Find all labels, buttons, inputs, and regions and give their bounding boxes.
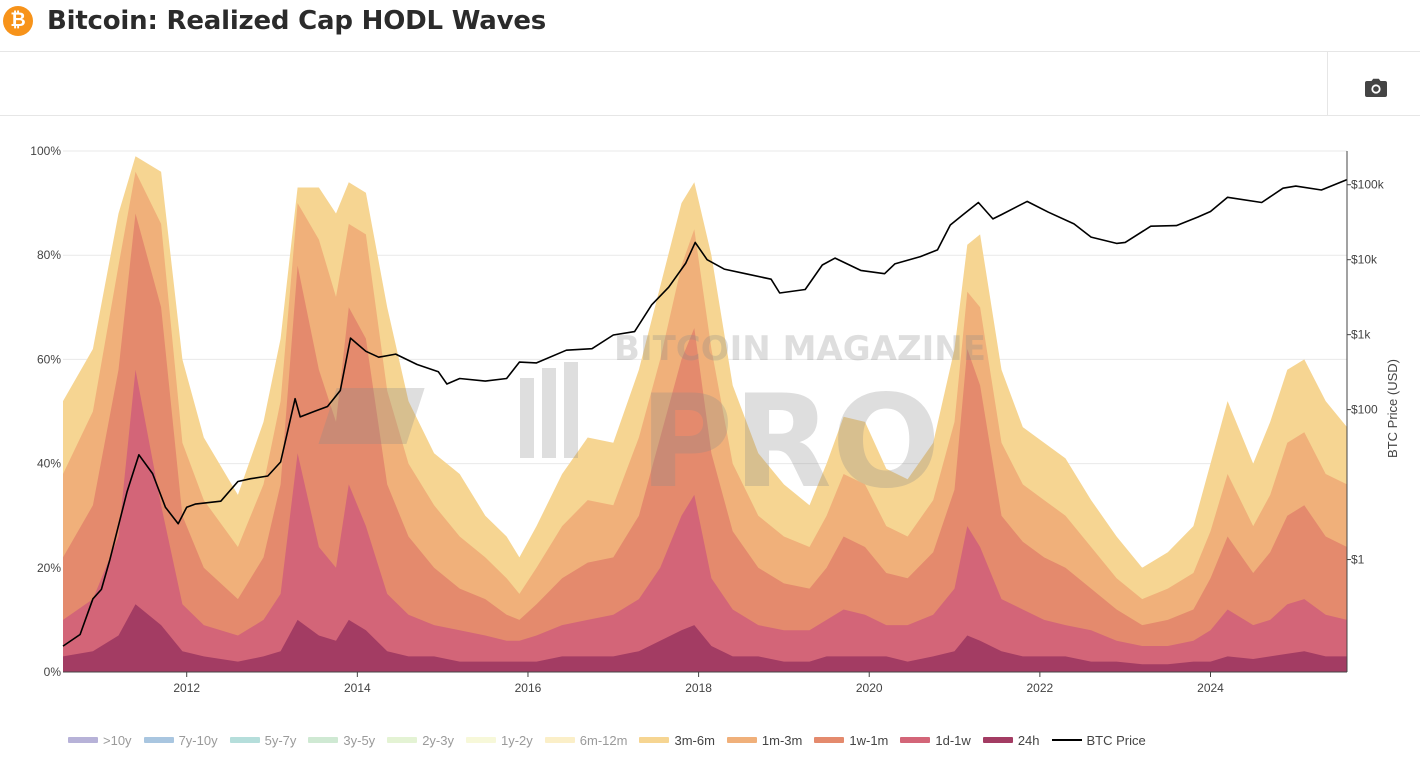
legend-label: BTC Price: [1086, 732, 1146, 748]
legend-item[interactable]: 1d-1w: [900, 732, 971, 748]
legend-swatch: [387, 737, 418, 743]
y-tick-label-right: $1k: [1351, 328, 1371, 342]
y-tick-label-left: 100%: [30, 144, 61, 158]
legend-swatch: [900, 737, 931, 743]
watermark-logo-icon: [318, 362, 578, 458]
legend-label: 24h: [1017, 732, 1040, 748]
legend-label: 3y-5y: [343, 732, 376, 748]
page-header: ₿ Bitcoin: Realized Cap HODL Waves: [0, 0, 1420, 52]
btc-price-path: [62, 178, 1348, 647]
y-tick-label-left: 40%: [37, 457, 61, 471]
y-tick-label-left: 80%: [37, 248, 61, 262]
legend-label: 3m-6m: [674, 732, 715, 748]
btc-price-line: [62, 178, 1348, 647]
area-24h: [63, 604, 1347, 672]
chart-axes: 2012 2014 2016 2018 2020 2022 2024 0% 20% 40% 60% 8…: [30, 144, 1400, 695]
legend-label: >10y: [103, 732, 132, 748]
x-tick-label: 2012: [173, 681, 200, 695]
legend-swatch: [726, 737, 757, 743]
legend-label: 6m-12m: [579, 732, 628, 748]
y-tick-label-left: 0%: [44, 665, 62, 679]
legend-label: 1w-1m: [849, 732, 889, 748]
legend-label: 1y-2y: [500, 732, 533, 748]
legend-label: 1m-3m: [761, 732, 803, 748]
legend-label: 2y-3y: [422, 732, 454, 748]
legend-item[interactable]: 2y-3y: [387, 733, 454, 748]
legend-item[interactable]: 3y-5y: [308, 733, 375, 748]
hodl-waves-chart[interactable]: BITCOIN MAGAZINE PRO 2012 2014 2016 2018 202…: [0, 116, 1420, 716]
x-tick-label: 2018: [685, 681, 712, 695]
x-tick-label: 2022: [1027, 681, 1054, 695]
x-tick-label: 2014: [344, 681, 371, 695]
legend-item[interactable]: 6m-12m: [544, 732, 628, 748]
legend-swatch: [982, 737, 1013, 743]
legend-swatch: [814, 737, 845, 743]
legend-swatch: [544, 737, 575, 743]
legend-swatch: [308, 737, 339, 743]
y-tick-label-right: $1: [1351, 553, 1365, 567]
legend-swatch: [465, 737, 496, 743]
x-tick-label: 2016: [515, 681, 542, 695]
legend-swatch: [143, 737, 174, 743]
x-tick-label: 2020: [856, 681, 883, 695]
legend-item[interactable]: 1m-3m: [726, 732, 803, 748]
area-1d-1w: [63, 369, 1347, 672]
camera-icon[interactable]: [1364, 78, 1390, 100]
legend-swatch: [639, 737, 670, 743]
legend-item[interactable]: 1w-1m: [814, 733, 888, 748]
x-tick-label: 2024: [1197, 681, 1224, 695]
legend-item[interactable]: 1y-2y: [465, 732, 533, 748]
legend-swatch: [1051, 739, 1082, 741]
legend-item[interactable]: >10y: [68, 733, 132, 748]
legend-item[interactable]: 24h: [982, 732, 1040, 748]
legend-label: 5y-7y: [264, 732, 297, 748]
chart-areas: [63, 156, 1347, 673]
legend-item[interactable]: 5y-7y: [229, 732, 297, 748]
legend-swatch: [229, 737, 260, 743]
watermark-text-line2: PRO: [639, 368, 940, 517]
chart-legend: >10y 7y-10y 5y-7y 3y-5y 2y-3y 1y-2y 6m-12m 3m-6…: [68, 730, 1158, 750]
y-tick-label-right: $100k: [1351, 178, 1385, 192]
legend-label: 7y-10y: [178, 732, 218, 748]
area-1w-1m: [63, 213, 1347, 672]
legend-item[interactable]: 7y-10y: [143, 732, 218, 748]
bitcoin-logo-icon: ₿: [3, 6, 33, 36]
legend-swatch: [68, 737, 98, 743]
chart-toolbar: [0, 52, 1420, 116]
page-title: Bitcoin: Realized Cap HODL Waves: [47, 6, 547, 36]
y-tick-label-right: $10k: [1351, 253, 1378, 267]
legend-item[interactable]: 3m-6m: [639, 732, 715, 748]
legend-label: 1d-1w: [935, 732, 971, 748]
watermark-text-line1: BITCOIN MAGAZINE: [614, 329, 986, 369]
y-tick-label-left: 20%: [37, 561, 61, 575]
y-tick-label-right: $100: [1351, 403, 1378, 417]
y-axis-title-right: BTC Price (USD): [1385, 359, 1400, 458]
watermark: BITCOIN MAGAZINE PRO: [318, 329, 986, 517]
legend-item[interactable]: BTC Price: [1051, 732, 1146, 748]
y-tick-label-left: 60%: [37, 352, 61, 366]
toolbar-divider: [1327, 52, 1328, 115]
